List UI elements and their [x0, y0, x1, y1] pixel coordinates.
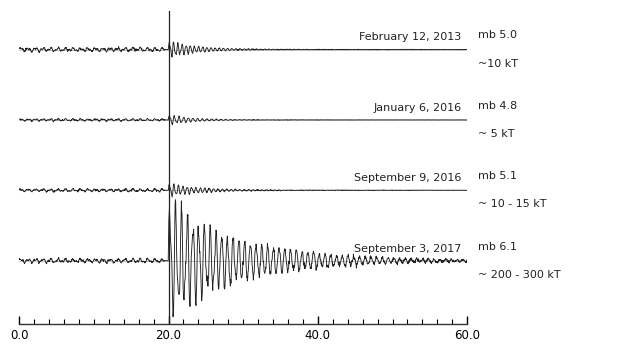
- Text: ~ 10 - 15 kT: ~ 10 - 15 kT: [479, 199, 547, 210]
- Text: September 9, 2016: September 9, 2016: [354, 173, 461, 183]
- Text: mb 4.8: mb 4.8: [479, 101, 518, 111]
- Text: mb 5.1: mb 5.1: [479, 171, 517, 181]
- Text: September 3, 2017: September 3, 2017: [354, 244, 461, 253]
- Text: ~ 5 kT: ~ 5 kT: [479, 129, 515, 139]
- Text: ~10 kT: ~10 kT: [479, 59, 518, 69]
- Text: ~ 200 - 300 kT: ~ 200 - 300 kT: [479, 270, 561, 280]
- Text: January 6, 2016: January 6, 2016: [373, 103, 461, 113]
- Text: February 12, 2013: February 12, 2013: [359, 32, 461, 42]
- Text: mb 6.1: mb 6.1: [479, 242, 517, 252]
- Text: mb 5.0: mb 5.0: [479, 30, 517, 40]
